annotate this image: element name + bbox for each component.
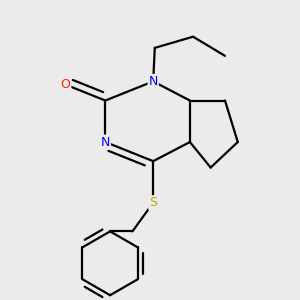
Text: O: O (61, 78, 70, 91)
Text: N: N (148, 75, 158, 88)
Text: S: S (149, 196, 157, 209)
Text: N: N (100, 136, 110, 148)
